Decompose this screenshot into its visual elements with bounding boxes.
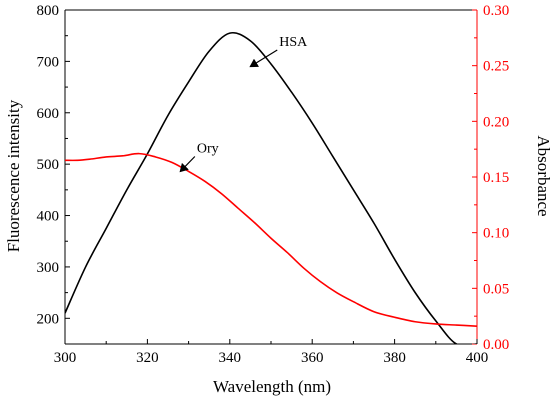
right-tick-label: 0.20 — [483, 114, 509, 130]
annotation-layer: HSA Ory — [179, 35, 308, 173]
right-tick-label: 0.15 — [483, 170, 509, 186]
x-axis-title: Wavelength (nm) — [213, 377, 331, 396]
x-tick-label: 400 — [466, 350, 489, 366]
x-tick-label: 340 — [219, 350, 242, 366]
left-tick-label: 400 — [37, 209, 60, 225]
right-tick-label: 0.00 — [483, 337, 509, 353]
series-layer — [65, 31, 477, 344]
series-line-hsa — [65, 31, 477, 344]
right-tick-label: 0.30 — [483, 3, 509, 19]
left-tick-label: 500 — [37, 157, 60, 173]
left-axis-ticks: 200 300 400 500 600 700 800 — [37, 3, 70, 345]
x-axis-ticks: 300 320 340 360 380 400 — [54, 339, 489, 366]
left-tick-label: 300 — [37, 260, 60, 276]
right-tick-label: 0.25 — [483, 59, 509, 75]
left-tick-label: 200 — [37, 311, 60, 327]
x-tick-label: 300 — [54, 350, 77, 366]
x-tick-label: 320 — [136, 350, 159, 366]
annotation-arrow-ory — [179, 156, 196, 173]
series-line-ory — [65, 152, 477, 327]
x-tick-label: 380 — [383, 350, 406, 366]
right-tick-label: 0.05 — [483, 281, 509, 297]
right-tick-label: 0.10 — [483, 226, 509, 242]
left-tick-label: 700 — [37, 54, 60, 70]
right-axis-ticks: 0.00 0.05 0.10 0.15 0.20 0.25 0.30 — [472, 3, 509, 353]
annotation-label-ory: Ory — [197, 142, 219, 157]
annotation-arrow-hsa — [249, 49, 278, 68]
right-y-axis-title: Absorbance — [534, 135, 550, 216]
annotation-label-hsa: HSA — [279, 35, 308, 50]
left-y-axis-title: Fluorescence intensity — [4, 99, 23, 252]
left-tick-label: 800 — [37, 3, 60, 19]
left-tick-label: 600 — [37, 106, 60, 122]
x-tick-label: 360 — [301, 350, 324, 366]
